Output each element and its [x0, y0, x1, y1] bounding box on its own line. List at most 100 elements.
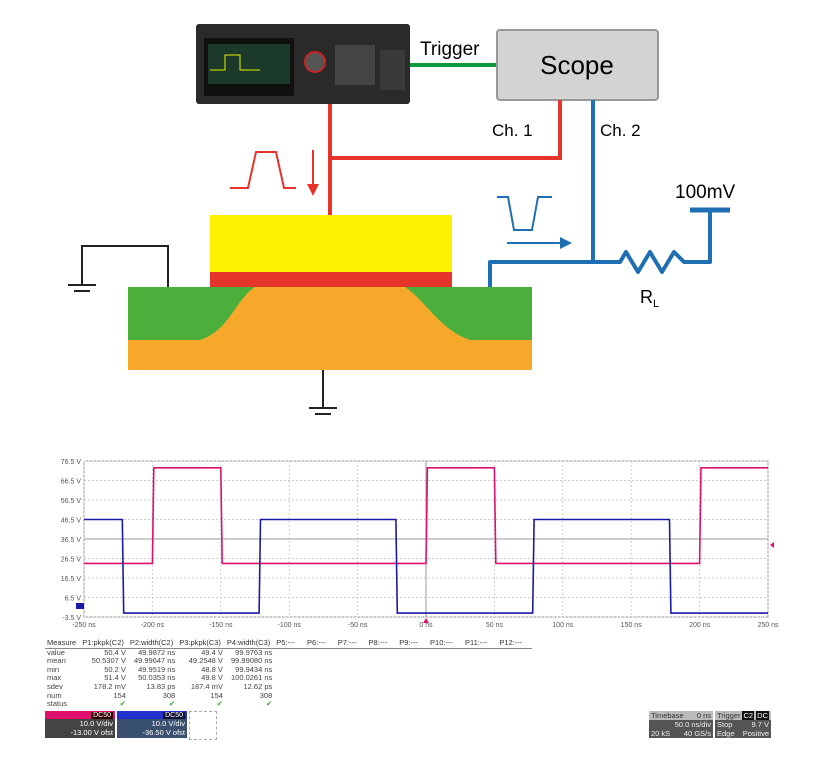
y-tick-label: 76.5 V — [61, 459, 82, 466]
trigger-descriptor[interactable]: Trigger C2 DC Stop 9.7 V Edge Positive — [715, 711, 771, 738]
y-tick-label: 46.5 V — [61, 518, 82, 525]
arrow-right-icon — [507, 237, 572, 249]
empty-channel-slot[interactable] — [189, 711, 217, 740]
measure-cell: 187.4 mV — [190, 681, 223, 691]
measure-cell: 49.2548 V — [188, 656, 223, 666]
measure-cell: ✔ — [216, 699, 223, 709]
measure-cell: 49.9872 ns — [138, 647, 176, 657]
measure-header[interactable]: P3:pkpk(C3) — [177, 638, 225, 649]
measure-cell: min — [47, 664, 60, 674]
x-tick-label: 250 ns — [757, 622, 779, 629]
y-tick-label: 36.5 V — [61, 537, 82, 544]
c3-ground-marker[interactable] — [76, 603, 84, 609]
x-tick-label: 200 ns — [689, 622, 711, 629]
x-tick-label: 50 ns — [486, 622, 504, 629]
y-tick-label: -3.5 V — [62, 615, 81, 622]
ground-icon — [309, 370, 337, 415]
measure-cell: 154 — [113, 690, 126, 700]
measure-cell: 48.8 V — [201, 664, 223, 674]
measure-cell: 49.99647 ns — [133, 656, 176, 666]
measure-cell: 154 — [210, 690, 223, 700]
measure-cell: max — [47, 673, 62, 683]
measure-cell: ✔ — [265, 699, 273, 709]
arrow-down-icon — [307, 150, 319, 196]
channel-c3-descriptor[interactable]: DC50 10.0 V/div -36.50 V ofst — [117, 711, 187, 738]
inverted-pulse-icon — [497, 196, 552, 231]
measure-cell: sdev — [47, 681, 63, 691]
trigger-position-marker[interactable] — [423, 618, 429, 623]
y-tick-label: 66.5 V — [61, 479, 82, 486]
supply-label: 100mV — [675, 182, 736, 203]
waveform-c3 — [84, 518, 768, 614]
measure-header[interactable]: P9:--- — [397, 638, 429, 649]
ch2-label: Ch. 2 — [600, 121, 641, 140]
measure-header[interactable]: P6:--- — [305, 638, 336, 649]
measure-row: num 154 308 154 308 — [45, 690, 532, 701]
measure-cell: 178.2 mV — [93, 681, 126, 691]
measure-cell: value — [47, 647, 65, 657]
x-tick-label: 100 ns — [552, 622, 574, 629]
scope-waveform-plot: 76.5 V 66.5 V 56.5 V 46.5 V 36.5 V 26.5 V 16.5… — [61, 459, 779, 629]
measurement-table: Measure P1:pkpk(C2) P2:width(C2) P3:pkpk(C3… — [45, 638, 533, 709]
measure-header[interactable]: P10:--- — [428, 638, 463, 649]
measure-header: Measure — [45, 638, 81, 649]
measure-header[interactable]: P4:width(C3) — [224, 638, 275, 649]
y-tick-label: 16.5 V — [61, 576, 82, 583]
resistor-label: RL — [640, 287, 659, 310]
scope-label: Scope — [540, 50, 614, 80]
measure-header[interactable]: P8:--- — [366, 638, 398, 649]
measure-header[interactable]: P2:width(C2) — [127, 638, 178, 649]
x-tick-label: 0 ns — [419, 622, 433, 629]
waveform-c2 — [84, 466, 768, 565]
x-tick-label: -50 ns — [348, 622, 368, 629]
load-resistor-wire — [488, 210, 712, 287]
trigger-level-marker[interactable] — [770, 542, 774, 548]
measure-cell: 49.4 V — [201, 647, 223, 657]
measure-cell: 49.9519 ns — [138, 664, 176, 674]
measure-cell: 13.83 ps — [146, 681, 176, 691]
measure-cell: 50.0353 ns — [138, 673, 176, 683]
x-tick-label: -250 ns — [72, 622, 96, 629]
transistor-device — [128, 215, 532, 370]
measure-row: max 51.4 V 50.0353 ns 49.8 V 100.0261 ns — [45, 674, 532, 683]
x-tick-label: -150 ns — [209, 622, 233, 629]
measure-row: min 50.2 V 49.9519 ns 48.8 V 99.9434 ns — [45, 664, 532, 675]
measure-header[interactable]: P7:--- — [335, 638, 367, 649]
measure-header[interactable]: P11:--- — [462, 638, 498, 649]
x-tick-label: -100 ns — [278, 622, 302, 629]
y-tick-label: 56.5 V — [61, 498, 82, 505]
y-tick-label: 6.5 V — [65, 596, 82, 603]
pulse-icon — [230, 151, 296, 189]
measure-cell: 100.0261 ns — [230, 673, 273, 683]
measure-header[interactable]: P1:pkpk(C2) — [80, 638, 128, 649]
x-tick-label: 150 ns — [621, 622, 643, 629]
measure-cell: status — [47, 699, 68, 709]
measure-cell: num — [47, 690, 62, 700]
measure-cell: 51.4 V — [104, 673, 126, 683]
ground-icon — [68, 245, 169, 292]
measure-header[interactable]: P12:--- — [497, 638, 533, 649]
measure-cell: mean — [47, 656, 66, 666]
measure-cell: 50.4 V — [104, 647, 126, 657]
measure-cell: ✔ — [119, 699, 126, 709]
scope-box — [496, 29, 659, 101]
measure-cell: 99.9763 ns — [235, 647, 273, 657]
x-tick-label: -200 ns — [141, 622, 165, 629]
measure-cell: 50.2 V — [104, 664, 126, 674]
measure-cell: ✔ — [168, 699, 176, 709]
measure-row: mean 50.5307 V 49.99647 ns 49.2548 V 99.9908… — [45, 657, 532, 666]
timebase-descriptor[interactable]: Timebase 0 ns 50.0 ns/div 20 kS 40 GS/s — [649, 711, 713, 738]
trigger-label: Trigger — [420, 39, 480, 60]
channel-c2-descriptor[interactable]: DC50 10.0 V/div -13.00 V ofst — [45, 711, 115, 738]
ch1-label: Ch. 1 — [492, 121, 533, 140]
ch1-wire — [330, 100, 562, 160]
measure-header[interactable]: P5:--- — [274, 638, 306, 649]
measure-cell: 50.5307 V — [91, 656, 126, 666]
measure-cell: 308 — [259, 690, 273, 700]
measure-row: status ✔ ✔ ✔ ✔ — [45, 700, 532, 709]
measure-cell: 99.9434 ns — [235, 664, 273, 674]
y-tick-label: 26.5 V — [61, 557, 82, 564]
pulse-generator-instrument — [196, 24, 410, 104]
measure-cell: 12.62 ps — [243, 681, 273, 691]
